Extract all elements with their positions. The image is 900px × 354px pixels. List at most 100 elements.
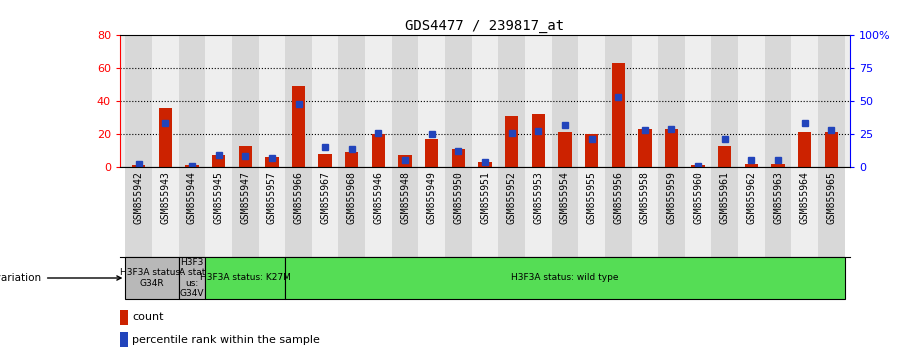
Bar [472, 35, 499, 167]
Text: GSM855944: GSM855944 [187, 171, 197, 224]
Bar [445, 167, 472, 257]
Bar [499, 35, 525, 167]
Bar [798, 132, 812, 167]
Text: GSM855942: GSM855942 [133, 171, 144, 224]
Bar [152, 167, 178, 257]
Bar [132, 165, 145, 167]
Bar [311, 35, 338, 167]
Text: GSM855953: GSM855953 [534, 171, 544, 224]
Text: GSM855961: GSM855961 [720, 171, 730, 224]
Bar [791, 167, 818, 257]
Text: GSM855959: GSM855959 [667, 171, 677, 224]
Bar [232, 167, 258, 257]
Bar [365, 35, 392, 167]
Bar [791, 35, 818, 167]
Bar [605, 35, 632, 167]
Bar [818, 167, 845, 257]
Text: GSM855965: GSM855965 [826, 171, 836, 224]
Bar [185, 165, 199, 167]
Bar [691, 165, 705, 167]
Text: GSM855966: GSM855966 [293, 171, 303, 224]
Bar [445, 35, 472, 167]
Text: GSM855955: GSM855955 [587, 171, 597, 224]
Bar [585, 134, 598, 167]
Bar [525, 167, 552, 257]
Text: GSM855949: GSM855949 [427, 171, 436, 224]
Text: GSM855943: GSM855943 [160, 171, 170, 224]
Bar [232, 35, 258, 167]
Bar [505, 116, 518, 167]
Bar [152, 35, 178, 167]
Bar [478, 162, 491, 167]
Text: GSM855960: GSM855960 [693, 171, 703, 224]
Text: GSM855954: GSM855954 [560, 171, 570, 224]
Bar [365, 167, 392, 257]
Bar [372, 134, 385, 167]
Bar [578, 35, 605, 167]
Text: GSM855951: GSM855951 [480, 171, 490, 224]
Bar [120, 310, 128, 325]
Title: GDS4477 / 239817_at: GDS4477 / 239817_at [405, 19, 564, 33]
Bar [205, 35, 232, 167]
Bar [552, 167, 578, 257]
Bar [658, 167, 685, 257]
Bar [612, 63, 625, 167]
Bar [258, 167, 285, 257]
Text: GSM855952: GSM855952 [507, 171, 517, 224]
Bar [205, 257, 285, 299]
Bar [238, 145, 252, 167]
Bar [765, 35, 791, 167]
Bar [665, 129, 679, 167]
Bar [632, 167, 658, 257]
Bar [532, 114, 544, 167]
Bar [605, 167, 632, 257]
Bar [399, 155, 411, 167]
Text: GSM855947: GSM855947 [240, 171, 250, 224]
Bar [338, 35, 365, 167]
Text: GSM855950: GSM855950 [454, 171, 464, 224]
Text: H3F3A status: K27M: H3F3A status: K27M [200, 274, 291, 282]
Bar [392, 35, 418, 167]
Bar [658, 35, 685, 167]
Bar [499, 167, 525, 257]
Bar [738, 167, 765, 257]
Bar [285, 167, 311, 257]
Bar [718, 145, 732, 167]
Bar [338, 167, 365, 257]
Text: GSM855948: GSM855948 [400, 171, 410, 224]
Text: GSM855962: GSM855962 [746, 171, 756, 224]
Bar [685, 167, 712, 257]
Bar [418, 167, 445, 257]
Bar [125, 167, 152, 257]
Bar [125, 257, 178, 299]
Bar [525, 35, 552, 167]
Bar [120, 332, 128, 347]
Bar [685, 35, 712, 167]
Bar [472, 167, 499, 257]
Text: count: count [132, 312, 164, 322]
Bar [266, 157, 278, 167]
Bar [771, 164, 785, 167]
Bar [319, 154, 332, 167]
Bar [392, 167, 418, 257]
Bar [258, 35, 285, 167]
Text: GSM855968: GSM855968 [346, 171, 356, 224]
Bar [285, 35, 311, 167]
Text: genotype/variation: genotype/variation [0, 273, 121, 283]
Text: GSM855964: GSM855964 [800, 171, 810, 224]
Bar [818, 35, 845, 167]
Bar [212, 155, 225, 167]
Bar [292, 86, 305, 167]
Bar [452, 149, 465, 167]
Bar [158, 108, 172, 167]
Bar [425, 139, 438, 167]
Text: GSM855967: GSM855967 [320, 171, 330, 224]
Text: GSM855963: GSM855963 [773, 171, 783, 224]
Bar [178, 167, 205, 257]
Text: GSM855956: GSM855956 [613, 171, 623, 224]
Bar [178, 35, 205, 167]
Bar [738, 35, 765, 167]
Bar [712, 167, 738, 257]
Bar [552, 35, 578, 167]
Bar [345, 152, 358, 167]
